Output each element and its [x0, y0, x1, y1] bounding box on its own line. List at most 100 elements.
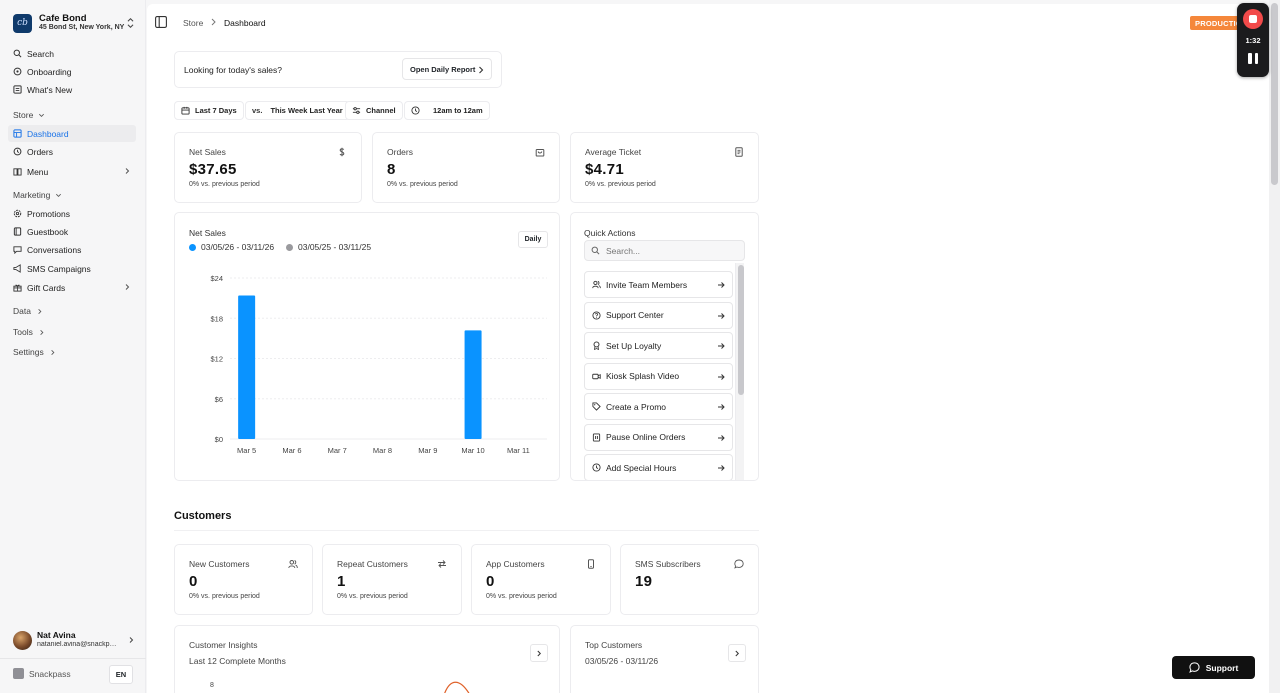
stop-recording-button[interactable]	[1243, 9, 1263, 29]
support-button[interactable]: Support	[1172, 656, 1255, 679]
help-icon	[592, 310, 601, 320]
channel-filter[interactable]: Channel	[345, 101, 403, 120]
quick-action-create-a-promo[interactable]: Create a Promo	[584, 393, 733, 420]
chevron-right-icon	[129, 637, 134, 643]
stat-net-sales: Net Sales $37.65 0% vs. previous period	[174, 132, 362, 203]
quick-action-set-up-loyalty[interactable]: Set Up Loyalty	[584, 332, 733, 359]
avatar	[13, 630, 32, 650]
legend-current[interactable]: 03/05/26 - 03/11/26	[189, 242, 274, 252]
stat-value: $4.71	[585, 161, 625, 178]
hours-filter[interactable]: 12am to 12am	[404, 101, 490, 120]
quick-action-support-center[interactable]: Support Center	[584, 301, 733, 329]
legend-previous[interactable]: 03/05/25 - 03/11/25	[286, 242, 371, 252]
quick-actions-card: Quick Actions Invite Team Members Suppor…	[570, 212, 759, 481]
search-input[interactable]	[606, 245, 736, 256]
quick-action-label: Kiosk Splash Video	[606, 371, 680, 381]
stat-value: $37.65	[189, 161, 237, 178]
stat-change: 0% vs. previous period	[585, 181, 656, 188]
user-email: nataniel.avina@snackpass.co	[37, 640, 119, 648]
stat-value: 0	[189, 573, 198, 590]
sidebar-item-label: Onboarding	[27, 66, 72, 77]
scrollbar-thumb[interactable]	[738, 265, 744, 395]
award-icon	[592, 341, 601, 350]
sidebar-item-promotions[interactable]: Promotions	[8, 205, 136, 222]
open-daily-report-button[interactable]: Open Daily Report	[402, 58, 492, 80]
top-customers-open-button[interactable]	[728, 644, 746, 662]
sidebar-item-sms-campaigns[interactable]: SMS Campaigns	[8, 260, 136, 277]
stat-label: Repeat Customers	[337, 559, 408, 569]
env-badge: PRODUCTION	[1190, 16, 1253, 30]
quick-actions-search[interactable]	[584, 240, 745, 261]
brand: Snackpass	[13, 668, 71, 679]
filter-label: Last 7 Days	[195, 106, 237, 115]
insights-line-preview	[444, 681, 470, 693]
video-icon	[592, 372, 601, 381]
granularity-button[interactable]: Daily	[518, 231, 548, 248]
net-sales-chart-card: Net Sales 03/05/26 - 03/11/26 03/05/25 -…	[174, 212, 560, 481]
button-label: Open Daily Report	[410, 64, 476, 74]
scrollbar-thumb[interactable]	[1271, 3, 1278, 185]
sidebar-item-orders[interactable]: Orders	[8, 143, 136, 160]
breadcrumb-store[interactable]: Store	[183, 18, 204, 28]
sidebar-item-label: Menu	[27, 166, 49, 177]
stat-orders: Orders 8 0% vs. previous period	[372, 132, 560, 203]
arrow-right-icon	[718, 404, 725, 410]
arrow-right-icon	[718, 465, 725, 471]
stop-icon	[1249, 15, 1257, 23]
user-menu[interactable]: Nat Avina nataniel.avina@snackpass.co	[13, 630, 135, 650]
sidebar-item-guestbook[interactable]: Guestbook	[8, 223, 136, 240]
sidebar-toggle-icon[interactable]	[155, 16, 167, 28]
compare-filter[interactable]: vs. This Week Last Year	[245, 101, 350, 120]
snackpass-logo-icon	[13, 668, 24, 679]
stat-change: 0% vs. previous period	[387, 181, 458, 188]
gift-icon	[13, 283, 22, 292]
nav-group-label: Marketing	[13, 190, 51, 200]
stat-label: SMS Subscribers	[635, 559, 701, 569]
quick-action-add-special-hours[interactable]: Add Special Hours	[584, 454, 733, 480]
nav-group-data[interactable]: Data	[13, 306, 43, 316]
filter-label: 12am to 12am	[433, 106, 483, 115]
breadcrumb-current: Dashboard	[224, 18, 266, 28]
chevron-down-icon	[56, 193, 62, 197]
nav-group-label: Settings	[13, 347, 44, 357]
legend-label: 03/05/26 - 03/11/26	[201, 242, 275, 252]
nav-group-marketing[interactable]: Marketing	[13, 190, 62, 200]
sidebar-item-menu[interactable]: Menu	[8, 163, 136, 180]
quick-action-kiosk-splash-video[interactable]: Kiosk Splash Video	[584, 362, 733, 390]
nav-group-settings[interactable]: Settings	[13, 347, 56, 357]
bar	[238, 295, 256, 439]
sidebar-item-dashboard[interactable]: Dashboard	[8, 125, 136, 142]
clock-icon	[411, 106, 420, 115]
quick-action-pause-online-orders[interactable]: Pause Online Orders	[584, 423, 733, 451]
nav-group-store[interactable]: Store	[13, 110, 45, 120]
megaphone-icon	[13, 264, 22, 273]
store-switcher[interactable]: cb Cafe Bond 45 Bond St, New York, NY	[13, 11, 135, 35]
sidebar-item-label: Guestbook	[27, 226, 69, 237]
sidebar-item-label: Orders	[27, 146, 53, 157]
sidebar-item-gift-cards[interactable]: Gift Cards	[8, 279, 136, 296]
arrow-right-icon	[718, 282, 725, 288]
language-button[interactable]: EN	[109, 665, 133, 684]
customer-insights-open-button[interactable]	[530, 644, 548, 662]
sidebar-item-onboarding[interactable]: Onboarding	[8, 63, 136, 80]
sidebar-item-search[interactable]: Search	[8, 45, 136, 62]
arrow-right-icon	[718, 312, 725, 319]
date-range-filter[interactable]: Last 7 Days	[174, 101, 244, 120]
users-icon	[592, 280, 601, 289]
sidebar-item-conversations[interactable]: Conversations	[8, 241, 136, 258]
page-scrollbar[interactable]	[1269, 0, 1280, 693]
stat-label: Net Sales	[189, 147, 226, 157]
dollar-icon	[337, 146, 347, 157]
chevron-right-icon	[479, 66, 484, 74]
sidebar-item-whats-new[interactable]: What's New	[8, 81, 136, 98]
stat-change: 0% vs. previous period	[486, 593, 557, 600]
pause-icon[interactable]	[1248, 53, 1258, 64]
legend-dot	[189, 243, 196, 251]
user-name: Nat Avina	[37, 631, 76, 641]
stat-average-ticket: Average Ticket $4.71 0% vs. previous per…	[570, 132, 759, 203]
nav-group-tools[interactable]: Tools	[13, 327, 45, 337]
arrow-right-icon	[718, 343, 725, 349]
promo-text: Looking for today's sales?	[184, 65, 283, 75]
quick-action-invite-team-members[interactable]: Invite Team Members	[584, 271, 733, 298]
quick-actions-scrollbar[interactable]	[735, 263, 744, 480]
